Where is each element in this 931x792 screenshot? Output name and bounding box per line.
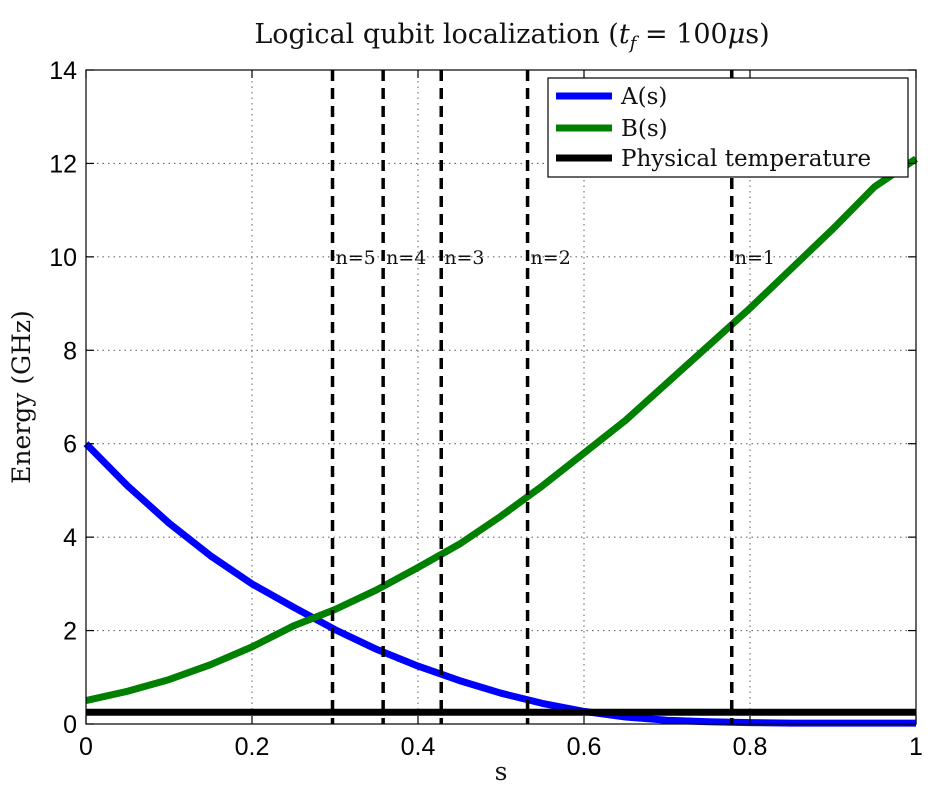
y-axis-label: Energy (GHz) <box>7 310 36 484</box>
x-tick-label: 1 <box>909 733 923 761</box>
x-tick-label: 0.8 <box>733 733 768 761</box>
vertical-marker-label: n=1 <box>735 247 775 269</box>
y-tick-label: 12 <box>49 150 77 178</box>
x-tick-label: 0.4 <box>401 733 436 761</box>
x-tick-label: 0 <box>79 733 93 761</box>
vertical-marker-label: n=3 <box>444 247 484 269</box>
x-axis-label: s <box>495 757 508 786</box>
vertical-markers: n=5 n=4 n=3 n=2 n=1 <box>330 70 775 724</box>
x-tick-label: 0.6 <box>567 733 602 761</box>
y-tick-label: 8 <box>63 337 77 365</box>
chart-title: Logical qubit localization (tf = 100μs) <box>254 19 769 54</box>
legend-label: Physical temperature <box>621 146 871 172</box>
series-layer <box>83 155 918 727</box>
legend-label: A(s) <box>620 84 667 110</box>
y-tick-label: 4 <box>63 524 77 552</box>
y-tick-label: 2 <box>63 618 77 646</box>
y-tick-label: 0 <box>63 711 77 739</box>
vertical-marker-label: n=4 <box>386 247 426 269</box>
y-tick-label: 6 <box>63 431 77 459</box>
series-line-1 <box>85 155 918 705</box>
y-tick-label: 10 <box>49 244 77 272</box>
vertical-marker-label: n=5 <box>336 247 376 269</box>
series-line-0 <box>83 441 916 727</box>
vertical-marker-label: n=2 <box>531 247 571 269</box>
legend-label: B(s) <box>621 116 668 142</box>
grid <box>86 70 916 724</box>
legend: A(s) B(s) Physical temperature <box>547 77 909 178</box>
x-tick-label: 0.2 <box>235 733 270 761</box>
plot-frame <box>85 69 917 725</box>
y-tick-label: 14 <box>49 57 77 85</box>
